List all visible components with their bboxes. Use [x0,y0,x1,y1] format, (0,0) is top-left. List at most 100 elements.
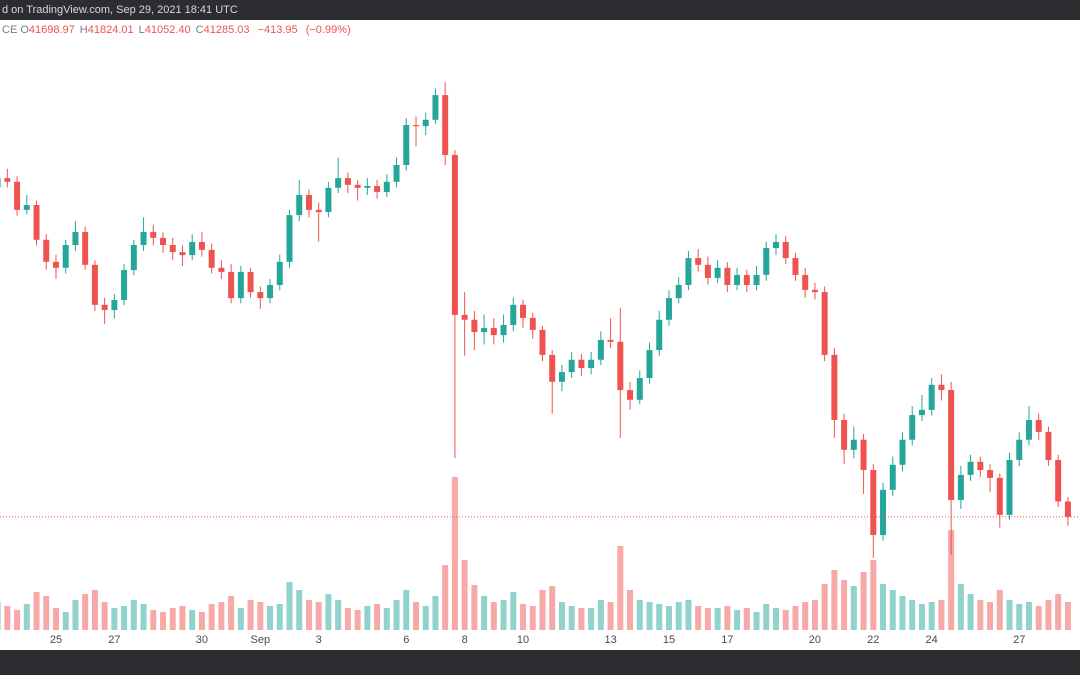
volume-bar [1025,602,1032,630]
candle-body [743,274,750,286]
volume-bar [101,602,108,630]
candle-body [987,470,994,478]
volume-bar [549,586,556,630]
candle-body [597,339,604,360]
legend-value: 41285.03 [203,24,250,36]
candle-body [276,261,283,286]
volume-bar [461,560,468,630]
volume-bar [364,606,371,630]
candle-body [607,339,614,342]
candle-body [734,274,741,286]
candle-body [374,185,381,192]
x-tick-label: 10 [517,634,529,646]
candle-body [821,292,828,355]
volume-bar [558,602,565,630]
volume-bar [179,606,186,630]
candle-body [568,359,575,373]
candle-body [704,264,711,278]
candle-body [773,242,779,249]
volume-bar [1006,600,1013,630]
volume-bar [734,610,741,630]
volume-bar [198,612,205,630]
volume-bar [121,606,128,630]
volume-bar [656,604,663,630]
candle-body [753,274,760,286]
candle-body [344,178,351,185]
candle-body [802,274,809,290]
candle-body [315,209,322,213]
candle-body [811,289,818,293]
volume-bar [617,546,624,630]
candle-body [656,319,663,351]
candle-body [43,239,50,262]
x-tick-label: 25 [50,634,62,646]
volume-bar [539,590,546,630]
candle-body [52,261,59,268]
x-tick-label: 17 [721,634,733,646]
candle-body [140,231,147,246]
candle-body [237,271,244,299]
volume-bar [831,570,838,630]
candle-body [646,350,653,379]
candle-body [325,187,332,213]
x-tick-label: 27 [108,634,120,646]
legend-value: 41052.40 [144,24,191,36]
candle-body [481,327,488,333]
candle-body [714,267,721,278]
candle-body [549,354,556,382]
volume-bar [23,604,30,630]
candle-body [685,258,692,286]
volume-bar [889,590,896,630]
volume-bar [374,604,381,630]
volume-bar [996,590,1003,630]
volume-bar [432,596,439,630]
candle-body [461,314,468,320]
volume-bar [412,602,419,630]
candle-body [91,264,98,305]
volume-bar [247,600,254,630]
x-tick-label: 3 [316,634,322,646]
volume-bar [325,594,332,630]
volume-bar [938,600,945,630]
candle-body [938,384,945,391]
volume-bar [704,608,711,630]
volume-bar [451,477,458,630]
volume-bar [782,610,789,630]
volume-bar [899,596,906,630]
volume-bar [724,606,731,630]
change: −413.95 [257,24,298,36]
candle-body [0,178,1,188]
candle-body [286,215,293,262]
volume-bar [1055,594,1062,630]
candle-body [228,271,235,299]
volume-bar [296,590,303,630]
candle-body [33,205,40,240]
candle-body [121,270,128,300]
volume-bar [987,602,994,630]
volume-bar [763,604,770,630]
volume-bar [43,596,50,630]
candle-body [763,248,770,275]
volume-bar [276,604,283,630]
volume-bar [305,600,312,630]
x-tick-label: 8 [462,634,468,646]
symbol: CE [2,24,18,36]
volume-bar [578,608,585,630]
candle-body [267,285,274,299]
x-tick-label: 30 [196,634,208,646]
candle-body [451,154,458,315]
candle-body [442,95,449,155]
candle-body [179,252,186,256]
volume-bar [909,600,916,630]
volume-bar [811,600,818,630]
volume-bar [4,606,11,630]
candle-body [403,125,410,166]
candle-body [578,359,585,368]
volume-bar [344,608,351,630]
volume-bar [695,606,702,630]
candle-body [724,267,731,286]
volume-bar [1045,600,1052,630]
volume-bar [743,608,750,630]
candle-body [627,390,634,400]
